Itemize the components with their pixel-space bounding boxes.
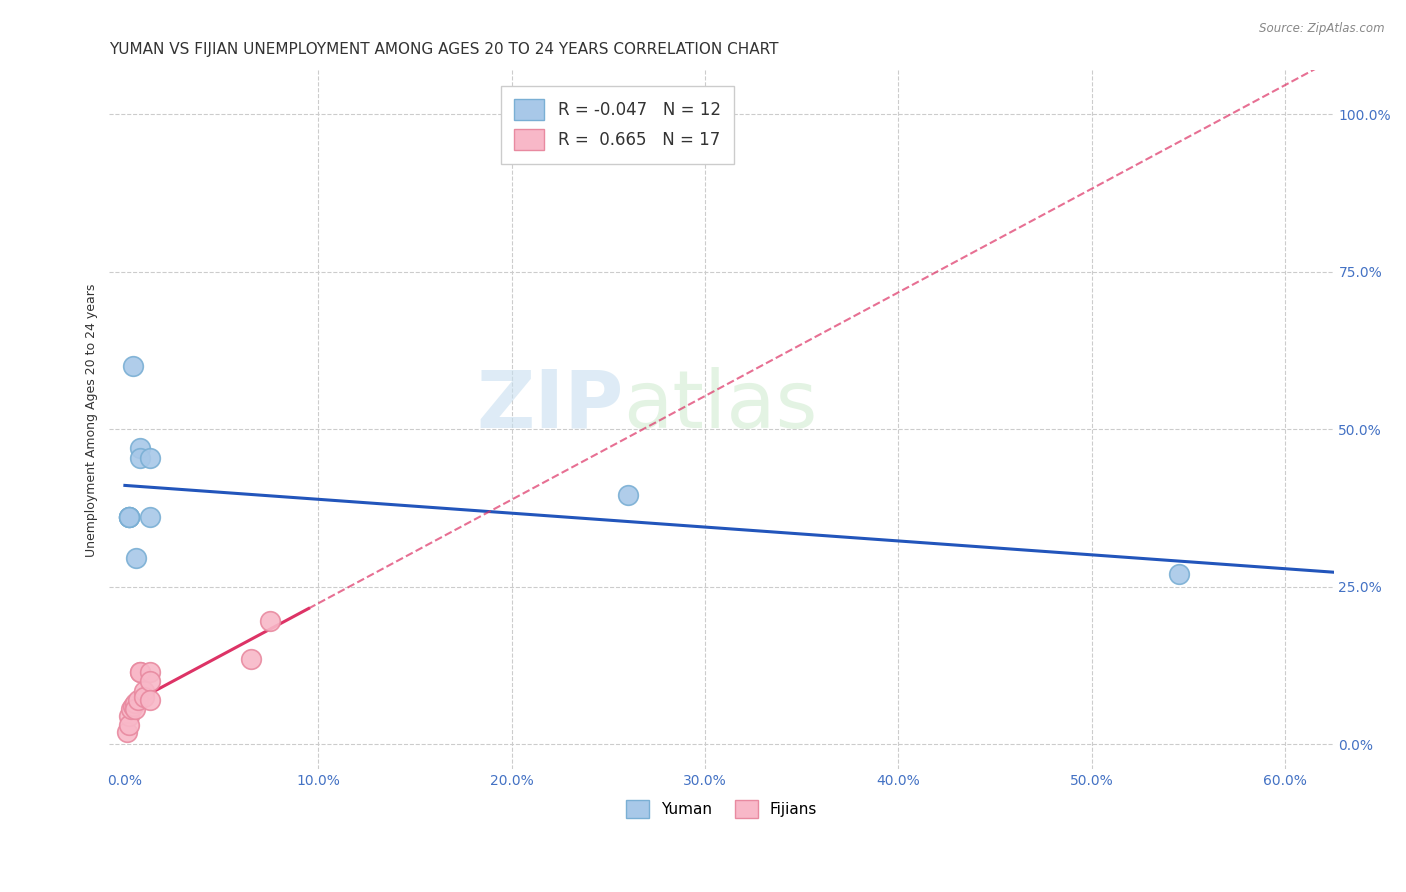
Point [115,724,138,739]
Point [139,450,162,465]
Point [118,708,141,723]
Point [118,510,141,524]
Point [118,510,141,524]
Point [129,441,152,455]
Point [134,690,156,704]
Point [259,615,281,629]
Point [139,674,162,689]
Point [616,488,638,502]
Point [139,510,162,524]
Text: YUMAN VS FIJIAN UNEMPLOYMENT AMONG AGES 20 TO 24 YEARS CORRELATION CHART: YUMAN VS FIJIAN UNEMPLOYMENT AMONG AGES … [110,42,779,57]
Point [139,665,162,679]
Point [239,652,262,666]
Point [129,450,152,465]
Point [121,699,143,714]
Point [127,693,149,707]
Text: atlas: atlas [623,367,818,445]
Text: Source: ZipAtlas.com: Source: ZipAtlas.com [1260,22,1385,36]
Point [125,551,148,566]
Y-axis label: Unemployment Among Ages 20 to 24 years: Unemployment Among Ages 20 to 24 years [86,283,98,557]
Point [124,702,146,716]
Point [118,510,141,524]
Point [129,665,152,679]
Point [118,510,141,524]
Point [120,702,142,716]
Point [134,683,156,698]
Legend: Yuman, Fijians: Yuman, Fijians [620,794,824,824]
Point [124,696,146,710]
Point [118,718,141,732]
Text: ZIP: ZIP [477,367,623,445]
Point [129,665,152,679]
Point [1167,567,1189,582]
Point [139,693,162,707]
Point [121,359,143,374]
